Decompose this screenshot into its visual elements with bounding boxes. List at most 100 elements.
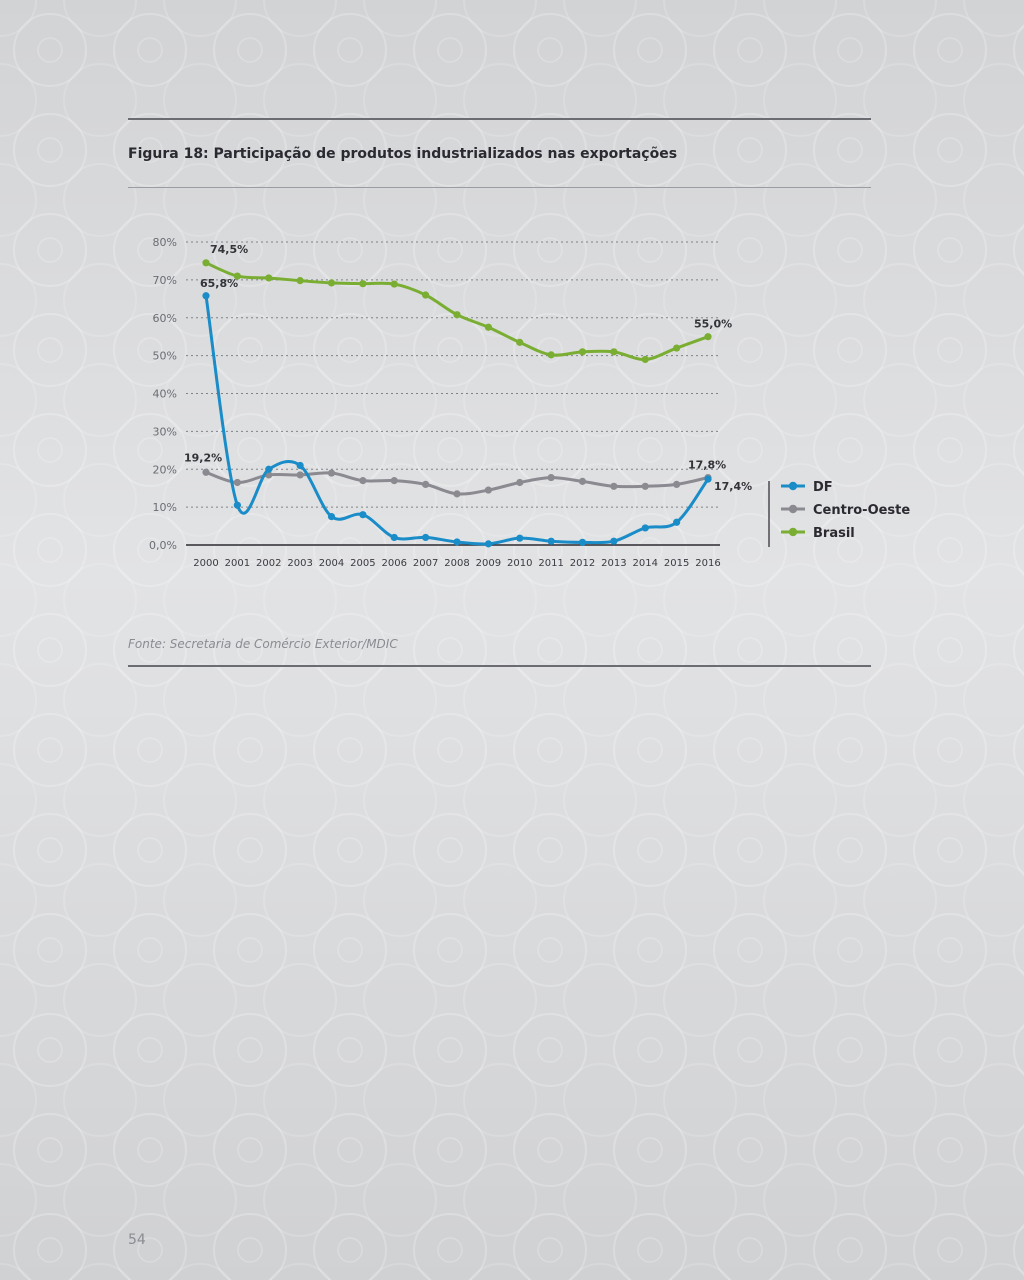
- data-point-centro-oeste: [578, 477, 587, 485]
- data-label: 17,4%: [714, 480, 752, 493]
- data-point-centro-oeste: [422, 480, 430, 488]
- x-tick-label: 2013: [601, 558, 626, 569]
- data-point-df: [296, 461, 304, 470]
- data-point-df: [422, 533, 430, 542]
- data-point-centro-oeste: [296, 471, 304, 479]
- data-point-df: [578, 538, 587, 546]
- data-point-df: [327, 512, 336, 521]
- y-tick-label: 70%: [153, 274, 177, 287]
- series-centro-oeste: [202, 468, 712, 498]
- data-point-brasil: [704, 333, 712, 341]
- data-label: 74,5%: [210, 243, 248, 256]
- data-point-brasil: [265, 274, 273, 282]
- legend-item-df: DF: [781, 480, 833, 495]
- data-point-centro-oeste: [610, 482, 618, 490]
- x-tick-label: 2005: [350, 558, 375, 569]
- data-point-brasil: [202, 259, 210, 267]
- x-tick-label: 2003: [287, 558, 312, 569]
- data-point-df: [233, 501, 241, 509]
- y-tick-label: 40%: [153, 388, 177, 401]
- x-tick-label: 2015: [664, 558, 689, 569]
- data-label: 17,8%: [688, 459, 726, 472]
- y-tick-label: 30%: [153, 425, 177, 438]
- data-point-brasil: [422, 291, 430, 299]
- data-point-df: [265, 465, 273, 473]
- data-point-centro-oeste: [673, 480, 681, 488]
- legend-label: Brasil: [813, 526, 855, 541]
- x-tick-label: 2007: [413, 558, 438, 569]
- legend-swatch-marker: [788, 481, 798, 491]
- x-tick-label: 2014: [633, 558, 658, 569]
- x-tick-label: 2009: [476, 558, 501, 569]
- y-tick-label: 80%: [153, 236, 177, 249]
- data-point-centro-oeste: [516, 478, 524, 487]
- x-tick-label: 2016: [695, 558, 720, 569]
- x-tick-label: 2011: [538, 558, 563, 569]
- x-tick-label: 2002: [256, 558, 281, 569]
- data-point-df: [484, 540, 492, 548]
- data-point-brasil: [641, 355, 649, 364]
- data-point-brasil: [359, 280, 367, 288]
- data-point-brasil: [484, 323, 492, 331]
- data-point-centro-oeste: [202, 468, 210, 476]
- data-point-df: [547, 537, 555, 545]
- data-point-brasil: [610, 348, 618, 356]
- x-tick-label: 2012: [570, 558, 595, 569]
- x-tick-label: 2000: [193, 558, 218, 569]
- y-tick-label: 0,0%: [149, 539, 177, 552]
- y-tick-label: 10%: [153, 501, 177, 514]
- x-tick-label: 2006: [382, 558, 407, 569]
- bottom-rule: [128, 665, 871, 667]
- data-point-centro-oeste: [327, 469, 336, 477]
- x-tick-label: 2008: [444, 558, 469, 569]
- data-point-brasil: [547, 351, 555, 359]
- x-tick-label: 2010: [507, 558, 532, 569]
- y-tick-label: 20%: [153, 463, 177, 476]
- data-point-df: [359, 511, 367, 519]
- legend-swatch-marker: [788, 504, 798, 514]
- data-label: 19,2%: [184, 451, 222, 464]
- data-point-df: [202, 292, 210, 300]
- data-point-centro-oeste: [641, 482, 649, 490]
- data-point-centro-oeste: [453, 490, 461, 498]
- data-point-df: [390, 533, 398, 542]
- legend-item-centro-oeste: Centro-Oeste: [781, 503, 910, 518]
- data-point-brasil: [453, 311, 461, 319]
- data-point-df: [516, 534, 524, 542]
- data-point-df: [610, 537, 618, 545]
- figure-title: Figura 18: Participação de produtos indu…: [128, 146, 678, 162]
- data-point-centro-oeste: [547, 473, 555, 482]
- data-point-brasil: [516, 338, 524, 346]
- legend-item-brasil: Brasil: [781, 526, 855, 541]
- figure-source: Fonte: Secretaria de Comércio Exterior/M…: [128, 637, 398, 651]
- y-tick-label: 60%: [153, 312, 177, 325]
- data-point-centro-oeste: [484, 486, 492, 494]
- data-point-df: [673, 518, 681, 526]
- data-point-brasil: [327, 279, 336, 287]
- legend-swatch-marker: [788, 527, 798, 537]
- data-point-centro-oeste: [390, 477, 398, 485]
- data-point-df: [453, 538, 461, 546]
- legend-label: Centro-Oeste: [813, 503, 910, 518]
- data-point-centro-oeste: [359, 477, 367, 485]
- x-tick-label: 2004: [319, 558, 344, 569]
- data-label: 55,0%: [694, 318, 732, 331]
- top-rule: [128, 118, 871, 120]
- data-point-centro-oeste: [233, 478, 241, 487]
- data-point-brasil: [673, 344, 681, 352]
- data-point-brasil: [233, 272, 241, 280]
- data-point-brasil: [578, 348, 587, 356]
- data-point-df: [704, 475, 712, 483]
- series-brasil: [202, 259, 712, 364]
- data-label: 65,8%: [200, 277, 238, 290]
- legend-label: DF: [813, 480, 833, 495]
- data-point-df: [641, 524, 649, 532]
- x-tick-label: 2001: [225, 558, 250, 569]
- y-tick-label: 50%: [153, 350, 177, 363]
- data-point-brasil: [390, 280, 398, 288]
- series-df: [202, 292, 712, 548]
- data-point-brasil: [296, 277, 304, 285]
- title-rule: [128, 187, 871, 188]
